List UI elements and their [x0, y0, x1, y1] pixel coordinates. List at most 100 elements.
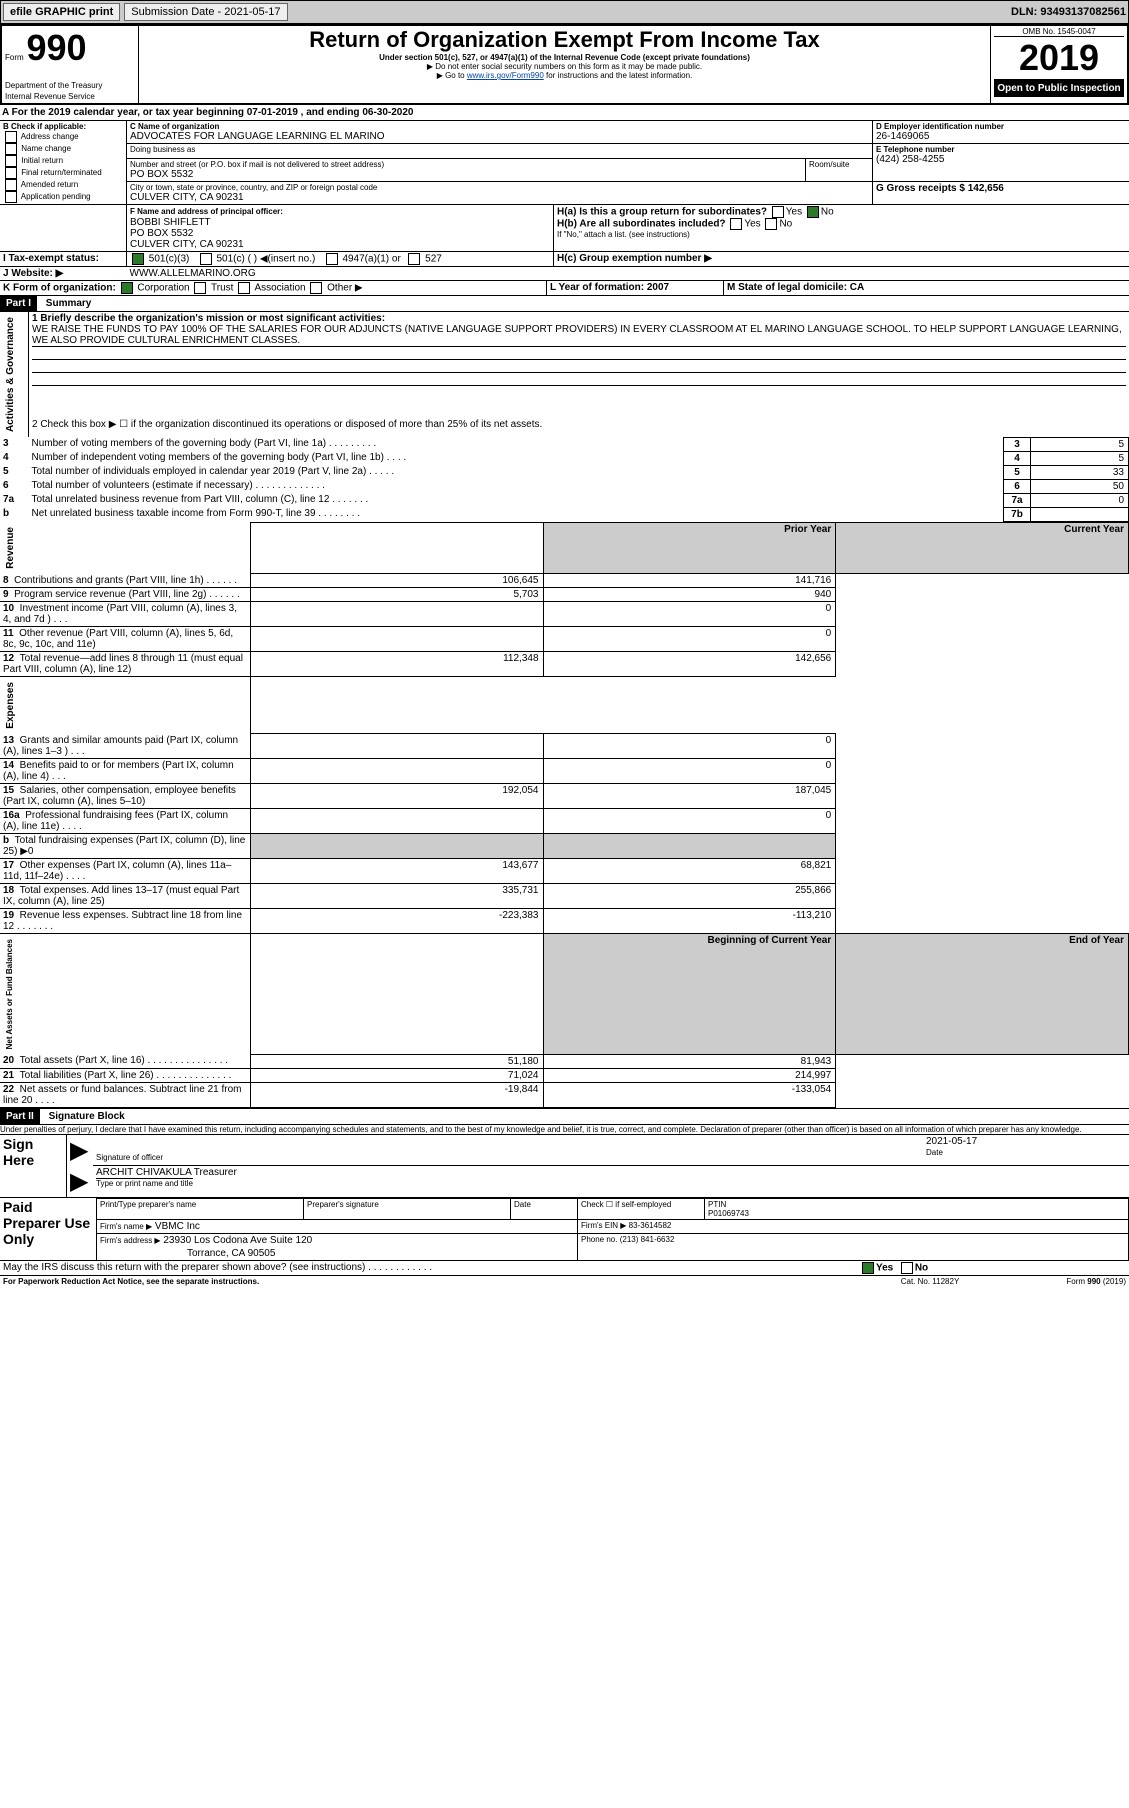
box-b-item[interactable]: Initial return	[3, 155, 123, 167]
name-title-label: Type or print name and title	[96, 1178, 193, 1188]
table-row: b Total fundraising expenses (Part IX, c…	[0, 833, 1129, 858]
no-label: No	[821, 207, 834, 218]
opt-4947: 4947(a)(1) or	[342, 254, 400, 265]
table-row: 11 Other revenue (Part VIII, column (A),…	[0, 627, 1129, 652]
eoy-header: End of Year	[836, 933, 1129, 1054]
yes-label-2: Yes	[744, 219, 760, 230]
firm-ein: Firm's EIN ▶ 83-3614582	[578, 1219, 1129, 1233]
dln: DLN: 93493137082561	[1011, 6, 1126, 18]
officer-print-name: ARCHIT CHIVAKULA Treasurer	[96, 1167, 1126, 1178]
part-i-header: Part I Summary	[0, 296, 1129, 312]
summary-row: 4Number of independent voting members of…	[0, 451, 1129, 465]
table-row: 13 Grants and similar amounts paid (Part…	[0, 734, 1129, 759]
box-b-item[interactable]: Amended return	[3, 179, 123, 191]
assoc-checkbox[interactable]	[238, 282, 250, 294]
opt-501c3: 501(c)(3)	[149, 254, 190, 265]
box-b-item[interactable]: Address change	[3, 131, 123, 143]
form-subtitle-3: ▶ Go to www.irs.gov/Form990 for instruct…	[142, 71, 987, 80]
tax-period: A For the 2019 calendar year, or tax yea…	[0, 105, 1129, 121]
footer-block: May the IRS discuss this return with the…	[0, 1261, 1129, 1287]
city-label: City or town, state or province, country…	[130, 183, 869, 192]
discuss-yes: Yes	[876, 1262, 893, 1273]
open-public: Open to Public Inspection	[994, 80, 1124, 97]
form-label: Form	[5, 53, 24, 62]
box-i-label: I Tax-exempt status:	[0, 252, 127, 267]
firm-addr-val: 23930 Los Codona Ave Suite 120	[163, 1235, 312, 1246]
box-b-item[interactable]: Final return/terminated	[3, 167, 123, 179]
ptin-label: PTIN	[708, 1200, 726, 1209]
form990-link[interactable]: www.irs.gov/Form990	[467, 71, 544, 80]
firm-city: Torrance, CA 90505	[97, 1247, 578, 1261]
prep-date-label: Date	[511, 1198, 578, 1219]
table-row: 17 Other expenses (Part IX, column (A), …	[0, 858, 1129, 883]
submission-date: Submission Date - 2021-05-17	[124, 3, 287, 21]
revenue-label: Revenue	[3, 523, 18, 573]
form-subtitle-2: ▶ Do not enter social security numbers o…	[142, 62, 987, 71]
table-row: 14 Benefits paid to or for members (Part…	[0, 758, 1129, 783]
identity-block: B Check if applicable: Address change Na…	[0, 121, 1129, 205]
hb-note: If "No," attach a list. (see instruction…	[557, 230, 1126, 239]
klm-block: K Form of organization: Corporation Trus…	[0, 281, 1129, 296]
discuss-question: May the IRS discuss this return with the…	[0, 1261, 857, 1276]
ha-label: H(a) Is this a group return for subordin…	[557, 207, 767, 218]
ha-no-checkbox[interactable]	[807, 206, 819, 218]
summary-row: bNet unrelated business taxable income f…	[0, 507, 1129, 521]
form-title: Return of Organization Exempt From Incom…	[142, 27, 987, 53]
table-row: 12 Total revenue—add lines 8 through 11 …	[0, 652, 1129, 677]
officer-addr1: PO BOX 5532	[130, 228, 193, 239]
gross-receipts: G Gross receipts $ 142,656	[873, 182, 1129, 205]
box-b-label: B Check if applicable:	[3, 122, 123, 131]
part-i-body: Activities & Governance 1 Briefly descri…	[0, 312, 1129, 522]
form-number: 990	[26, 27, 86, 68]
4947-checkbox[interactable]	[326, 253, 338, 265]
box-b-item[interactable]: Name change	[3, 143, 123, 155]
opt-assoc: Association	[254, 283, 305, 294]
box-c-name-label: C Name of organization	[130, 122, 869, 131]
table-row: 9 Program service revenue (Part VIII, li…	[0, 588, 1129, 602]
addr-label: Number and street (or P.O. box if mail i…	[130, 160, 802, 169]
website[interactable]: WWW.ALLELMARINO.ORG	[127, 267, 554, 281]
self-employed-check[interactable]: Check ☐ if self-employed	[578, 1198, 705, 1219]
part-ii-title: Signature Block	[43, 1109, 131, 1124]
table-row: 21 Total liabilities (Part X, line 26) .…	[0, 1068, 1129, 1082]
summary-row: 5Total number of individuals employed in…	[0, 465, 1129, 479]
discuss-yes-checkbox[interactable]	[862, 1262, 874, 1274]
other-checkbox[interactable]	[310, 282, 322, 294]
revenue-expense-table: Revenue Prior Year Current Year 8 Contri…	[0, 522, 1129, 1108]
officer-addr2: CULVER CITY, CA 90231	[130, 239, 244, 250]
ha-yes-checkbox[interactable]	[772, 206, 784, 218]
box-b-item[interactable]: Application pending	[3, 191, 123, 203]
q2-text: 2 Check this box ▶ ☐ if the organization…	[29, 418, 1129, 437]
box-e-label: E Telephone number	[876, 145, 1126, 154]
expenses-label: Expenses	[3, 678, 18, 733]
hb-yes-checkbox[interactable]	[730, 218, 742, 230]
efile-button[interactable]: efile GRAPHIC print	[3, 3, 120, 21]
opt-other: Other ▶	[327, 283, 362, 294]
opt-527: 527	[425, 254, 442, 265]
paperwork-notice: For Paperwork Reduction Act Notice, see …	[0, 1275, 857, 1287]
no-label-2: No	[779, 219, 792, 230]
527-checkbox[interactable]	[408, 253, 420, 265]
corp-checkbox[interactable]	[121, 282, 133, 294]
trust-checkbox[interactable]	[194, 282, 206, 294]
table-row: 16a Professional fundraising fees (Part …	[0, 808, 1129, 833]
501c-checkbox[interactable]	[200, 253, 212, 265]
print-name-label: Print/Type preparer's name	[97, 1198, 304, 1219]
sig-officer-label: Signature of officer	[96, 1153, 163, 1162]
table-row: 22 Net assets or fund balances. Subtract…	[0, 1082, 1129, 1107]
paid-preparer-label: Paid Preparer Use Only	[0, 1198, 97, 1260]
boy-header: Beginning of Current Year	[543, 933, 836, 1054]
part-ii-badge: Part II	[0, 1109, 40, 1124]
box-k-label: K Form of organization:	[3, 283, 116, 294]
cat-no: Cat. No. 11282Y	[857, 1275, 1003, 1287]
firm-addr-label: Firm's address ▶	[100, 1236, 161, 1245]
opt-501c: 501(c) ( ) ◀(insert no.)	[216, 254, 315, 265]
hb-no-checkbox[interactable]	[765, 218, 777, 230]
hc-label: H(c) Group exemption number ▶	[554, 252, 1129, 267]
activities-governance-label: Activities & Governance	[3, 313, 18, 436]
yes-label: Yes	[786, 207, 802, 218]
dept-treasury: Department of the Treasury Internal Reve…	[5, 81, 102, 101]
summary-row: 6Total number of volunteers (estimate if…	[0, 479, 1129, 493]
discuss-no-checkbox[interactable]	[901, 1262, 913, 1274]
501c3-checkbox[interactable]	[132, 253, 144, 265]
